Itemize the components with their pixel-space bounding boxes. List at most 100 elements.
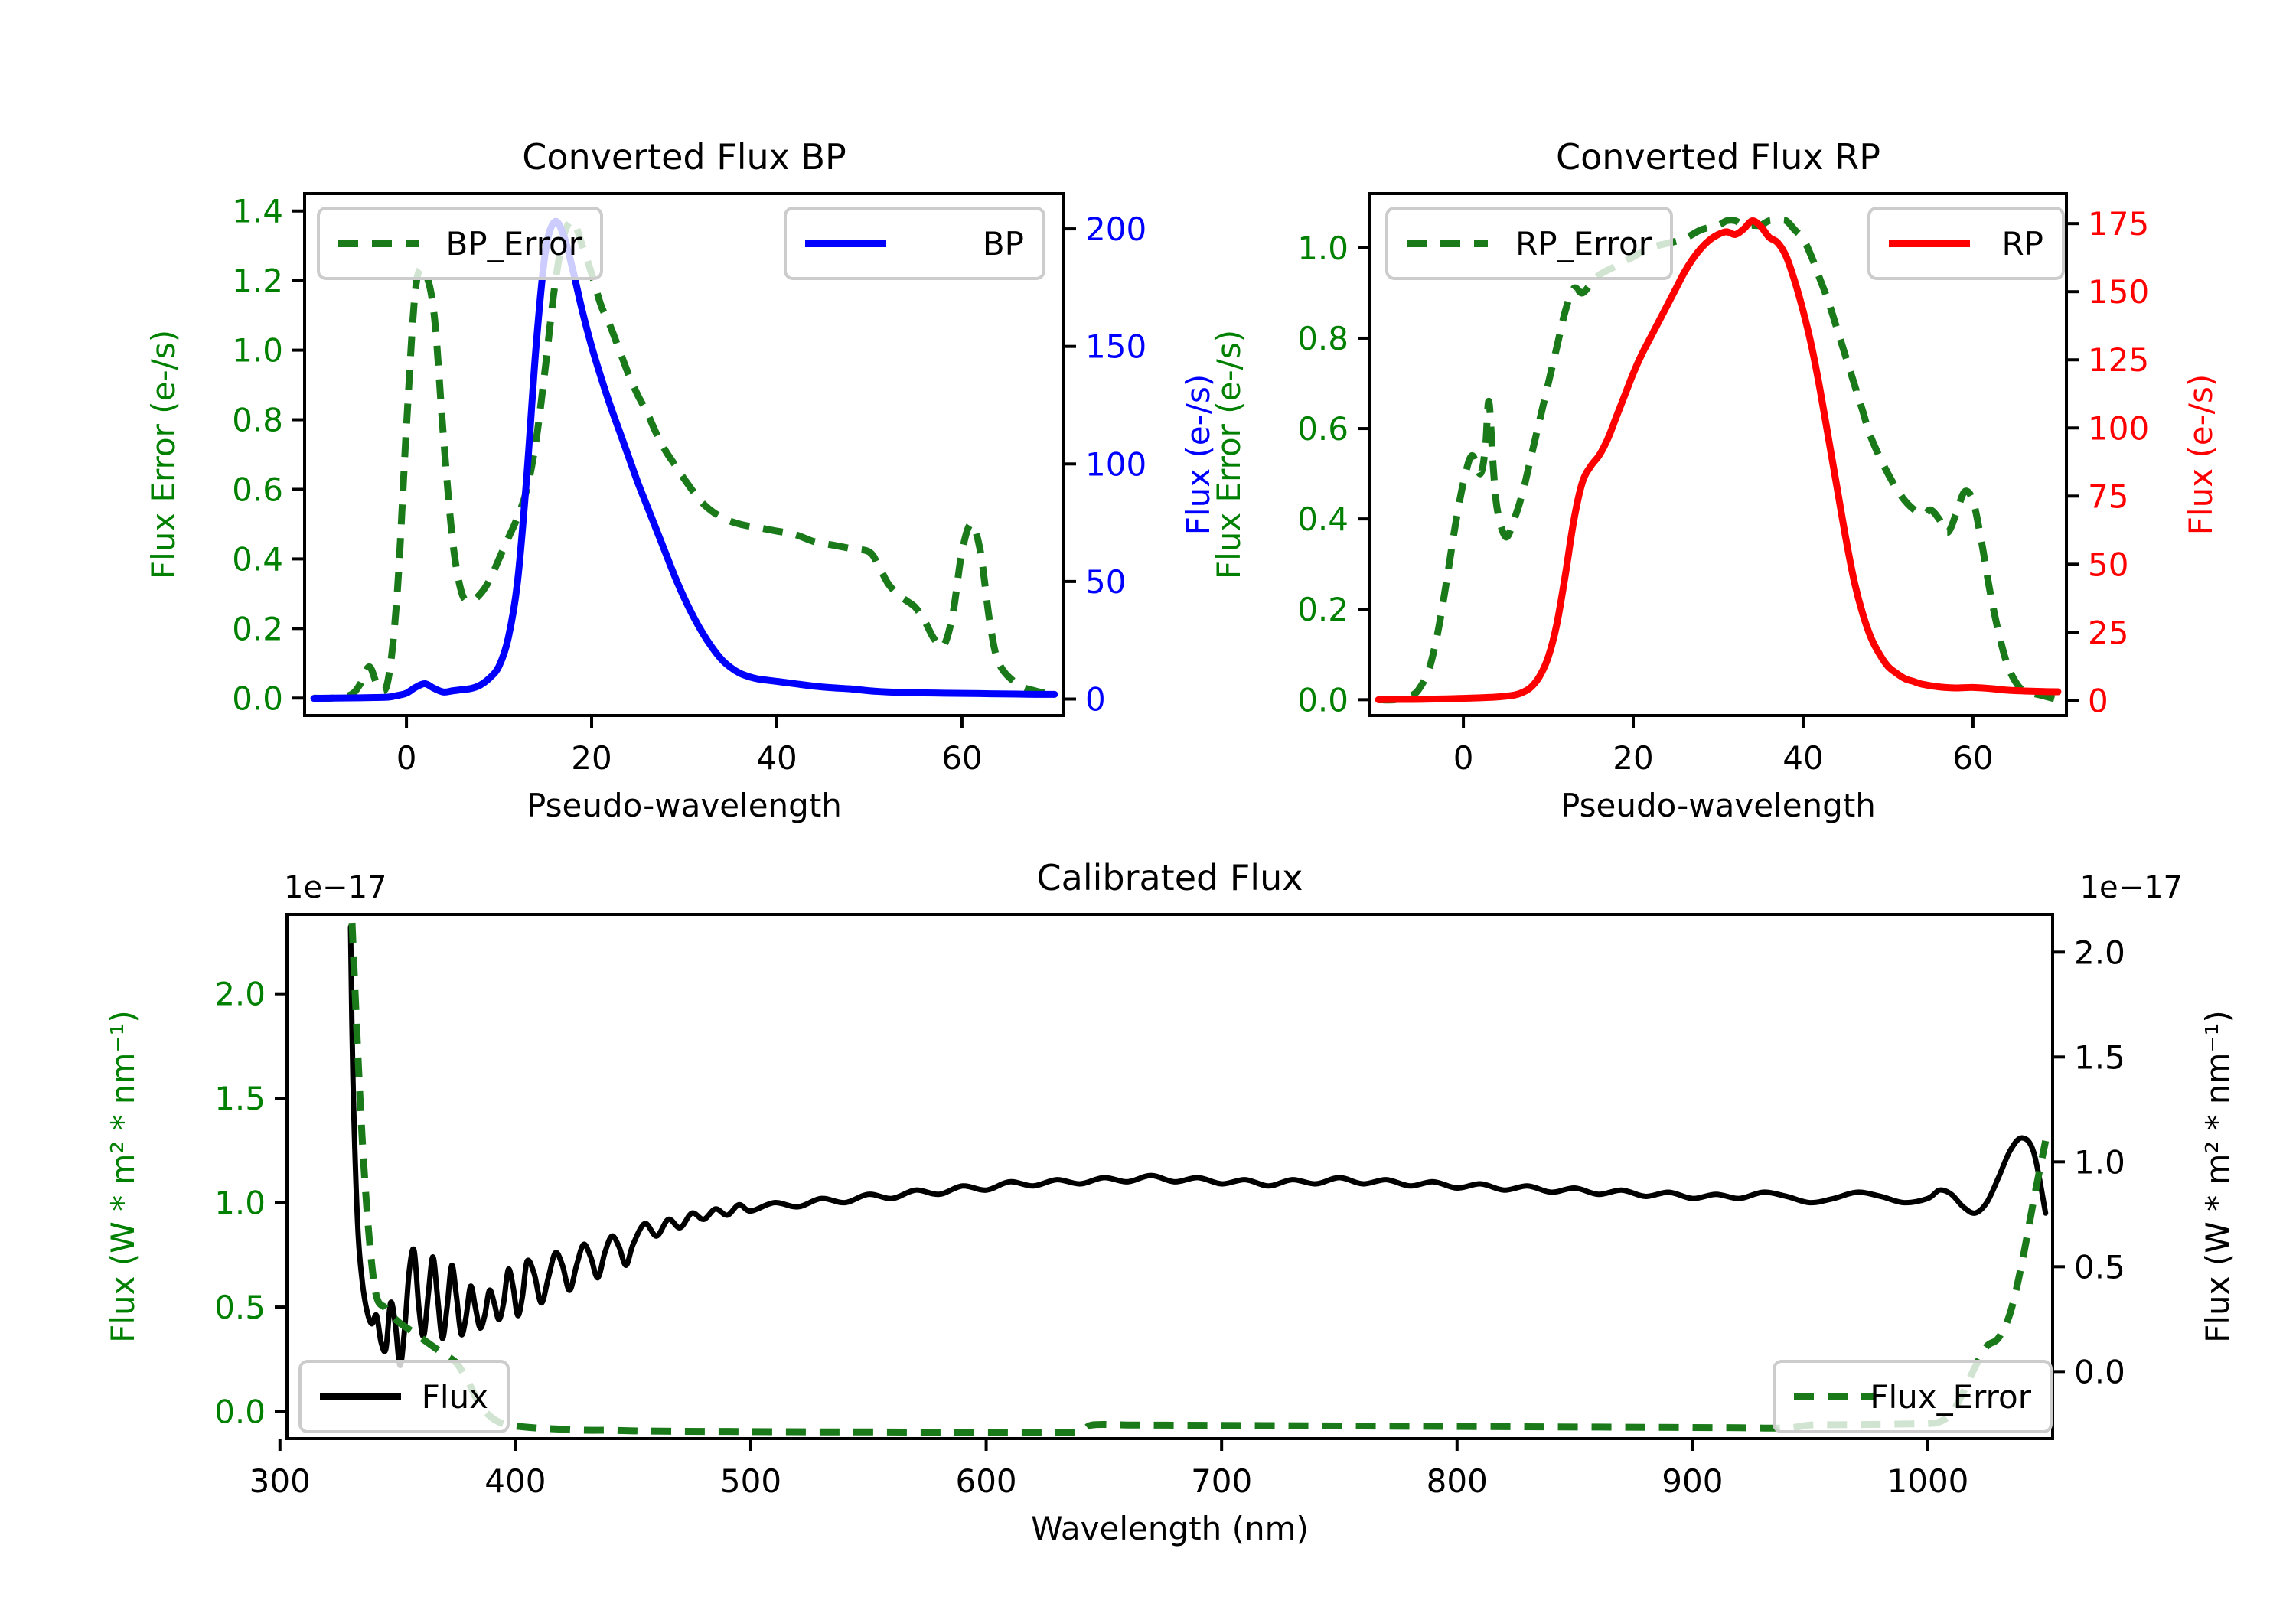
legend-flux-label: Flux bbox=[422, 1378, 488, 1416]
series-bp-bp_error bbox=[314, 217, 1055, 702]
series-bp-bp bbox=[310, 217, 1058, 702]
plot-area-calibrated bbox=[347, 914, 2050, 1436]
legend-rp-error[interactable]: RP_Error bbox=[1385, 207, 1673, 280]
yticklabel-left-rp-2: 0.4 bbox=[1297, 500, 1349, 538]
yticklabel-left-rp-0: 0.0 bbox=[1297, 681, 1349, 719]
yticklabel-right-calibrated-2: 1.0 bbox=[2074, 1143, 2125, 1181]
yaxis-label-right-rp: Flux (e-/s) bbox=[2182, 374, 2219, 535]
yticklabel-left-bp-3: 0.6 bbox=[232, 471, 283, 508]
legend-flux[interactable]: Flux bbox=[298, 1360, 510, 1433]
yticklabel-left-calibrated-2: 1.0 bbox=[214, 1185, 266, 1222]
yticklabel-right-rp-5: 125 bbox=[2088, 341, 2149, 379]
offset-label-right-calibrated: 1e−17 bbox=[2080, 870, 2183, 905]
plot-frame-bp bbox=[303, 192, 1065, 717]
xticklabel-calibrated-4: 700 bbox=[1191, 1462, 1252, 1500]
yticklabel-left-calibrated-4: 2.0 bbox=[214, 976, 266, 1013]
legend-bp-label: BP bbox=[983, 225, 1024, 262]
series-rp-rp bbox=[1375, 217, 2062, 703]
chart-bp: Converted Flux BP 0 20 40 60 Pseudo-wavelengt… bbox=[145, 136, 1217, 824]
legend-rp-error-label: RP_Error bbox=[1515, 225, 1652, 262]
legend-bp-error[interactable]: BP_Error bbox=[317, 207, 603, 280]
yticklabel-right-rp-7: 175 bbox=[2088, 205, 2149, 243]
yticklabel-left-bp-6: 1.2 bbox=[232, 262, 283, 300]
xticklabel-calibrated-2: 500 bbox=[720, 1462, 781, 1500]
yticklabel-right-calibrated-0: 0.0 bbox=[2074, 1353, 2125, 1390]
yticklabel-left-rp-4: 0.8 bbox=[1297, 320, 1349, 357]
legend-bp-error-label: BP_Error bbox=[445, 225, 582, 262]
yticklabel-right-rp-0: 0 bbox=[2088, 682, 2108, 719]
yticklabel-right-bp-4: 200 bbox=[1085, 210, 1146, 248]
plot-frame-rp bbox=[1368, 192, 2068, 717]
yticklabel-right-rp-2: 50 bbox=[2088, 546, 2128, 583]
yticklabel-right-rp-1: 25 bbox=[2088, 614, 2128, 651]
yaxis-label-left-calibrated: Flux (W * m² * nm⁻¹) bbox=[104, 1010, 142, 1343]
yticklabel-left-bp-7: 1.4 bbox=[232, 193, 283, 230]
xticklabel-calibrated-1: 400 bbox=[484, 1462, 546, 1500]
xaxis-label-calibrated: Wavelength (nm) bbox=[1031, 1510, 1309, 1547]
xticklabel-rp-1: 20 bbox=[1613, 739, 1653, 777]
xticklabel-rp-2: 40 bbox=[1782, 739, 1823, 777]
legend-rp[interactable]: RP bbox=[1867, 207, 2065, 280]
xticklabel-rp-0: 0 bbox=[1453, 739, 1474, 777]
chart-calibrated: Calibrated Flux 300 400 500 600 700 800 900 1000… bbox=[104, 857, 2236, 1547]
xaxis-label-bp: Pseudo-wavelength bbox=[527, 787, 842, 824]
legend-rp-error-box bbox=[1385, 207, 1673, 280]
yticklabel-left-calibrated-0: 0.0 bbox=[214, 1393, 266, 1431]
yticklabel-left-bp-0: 0.0 bbox=[232, 680, 283, 717]
series-calibrated-flux_error bbox=[348, 914, 2050, 1436]
legend-rp-label: RP bbox=[2001, 225, 2043, 262]
legend-flux-error-box bbox=[1773, 1360, 2053, 1433]
xticklabel-calibrated-5: 800 bbox=[1427, 1462, 1488, 1500]
yticklabel-left-rp-3: 0.6 bbox=[1297, 410, 1349, 448]
yticklabel-right-bp-2: 100 bbox=[1085, 445, 1146, 483]
legend-flux-error[interactable]: Flux_Error bbox=[1773, 1360, 2053, 1433]
yticklabel-right-rp-6: 150 bbox=[2088, 273, 2149, 311]
yticklabel-right-calibrated-3: 1.5 bbox=[2074, 1038, 2125, 1076]
yaxis-label-left-bp: Flux Error (e-/s) bbox=[145, 330, 182, 579]
plot-area-bp bbox=[310, 217, 1058, 702]
yaxis-label-right-calibrated: Flux (W * m² * nm⁻¹) bbox=[2199, 1010, 2236, 1343]
xticklabel-calibrated-0: 300 bbox=[249, 1462, 311, 1500]
xticklabel-bp-3: 60 bbox=[941, 739, 982, 777]
yticklabel-left-calibrated-1: 0.5 bbox=[214, 1289, 266, 1326]
xticklabel-calibrated-6: 900 bbox=[1662, 1462, 1723, 1500]
offset-label-left-calibrated: 1e−17 bbox=[284, 870, 386, 905]
legend-flux-error-label: Flux_Error bbox=[1870, 1378, 2031, 1416]
plot-area-rp bbox=[1375, 217, 2062, 704]
yticklabel-right-bp-1: 50 bbox=[1085, 563, 1126, 601]
xticklabel-rp-3: 60 bbox=[1952, 739, 1993, 777]
series-rp-rp_error bbox=[1378, 217, 2060, 704]
xticklabel-bp-1: 20 bbox=[571, 739, 612, 777]
yticklabel-left-calibrated-3: 1.5 bbox=[214, 1080, 266, 1117]
legend-flux-box bbox=[298, 1360, 510, 1433]
legend-bp[interactable]: BP bbox=[784, 207, 1045, 280]
chart-title-bp: Converted Flux BP bbox=[522, 136, 846, 178]
xticklabel-bp-0: 0 bbox=[396, 739, 417, 777]
legend-bp-error-box bbox=[317, 207, 603, 280]
chart-title-rp: Converted Flux RP bbox=[1556, 136, 1880, 178]
yticklabel-right-rp-3: 75 bbox=[2088, 478, 2128, 515]
plot-frame-calibrated bbox=[285, 913, 2054, 1440]
yticklabel-left-bp-1: 0.2 bbox=[232, 610, 283, 647]
yticklabel-right-calibrated-4: 2.0 bbox=[2074, 934, 2125, 971]
yticklabel-left-bp-4: 0.8 bbox=[232, 402, 283, 439]
xaxis-label-rp: Pseudo-wavelength bbox=[1561, 787, 1876, 824]
yticklabel-right-calibrated-1: 0.5 bbox=[2074, 1248, 2125, 1286]
yticklabel-left-bp-2: 0.4 bbox=[232, 540, 283, 578]
yaxis-label-left-rp: Flux Error (e-/s) bbox=[1210, 330, 1247, 579]
yticklabel-right-bp-3: 150 bbox=[1085, 328, 1146, 366]
yaxis-label-right-bp: Flux (e-/s) bbox=[1179, 374, 1217, 535]
chart-rp: Converted Flux RP 0 20 40 60 Pseudo-wavelengt… bbox=[1210, 136, 2219, 824]
yticklabel-left-bp-5: 1.0 bbox=[232, 332, 283, 370]
yticklabel-left-rp-5: 1.0 bbox=[1297, 230, 1349, 267]
legend-bp-box bbox=[784, 207, 1045, 280]
yticklabel-right-rp-4: 100 bbox=[2088, 409, 2149, 447]
xticklabel-bp-2: 40 bbox=[756, 739, 797, 777]
yticklabel-right-bp-0: 0 bbox=[1085, 680, 1106, 718]
xticklabel-calibrated-3: 600 bbox=[955, 1462, 1016, 1500]
yticklabel-left-rp-1: 0.2 bbox=[1297, 591, 1349, 628]
chart-title-calibrated: Calibrated Flux bbox=[1037, 857, 1303, 898]
xticklabel-calibrated-7: 1000 bbox=[1887, 1462, 1969, 1500]
